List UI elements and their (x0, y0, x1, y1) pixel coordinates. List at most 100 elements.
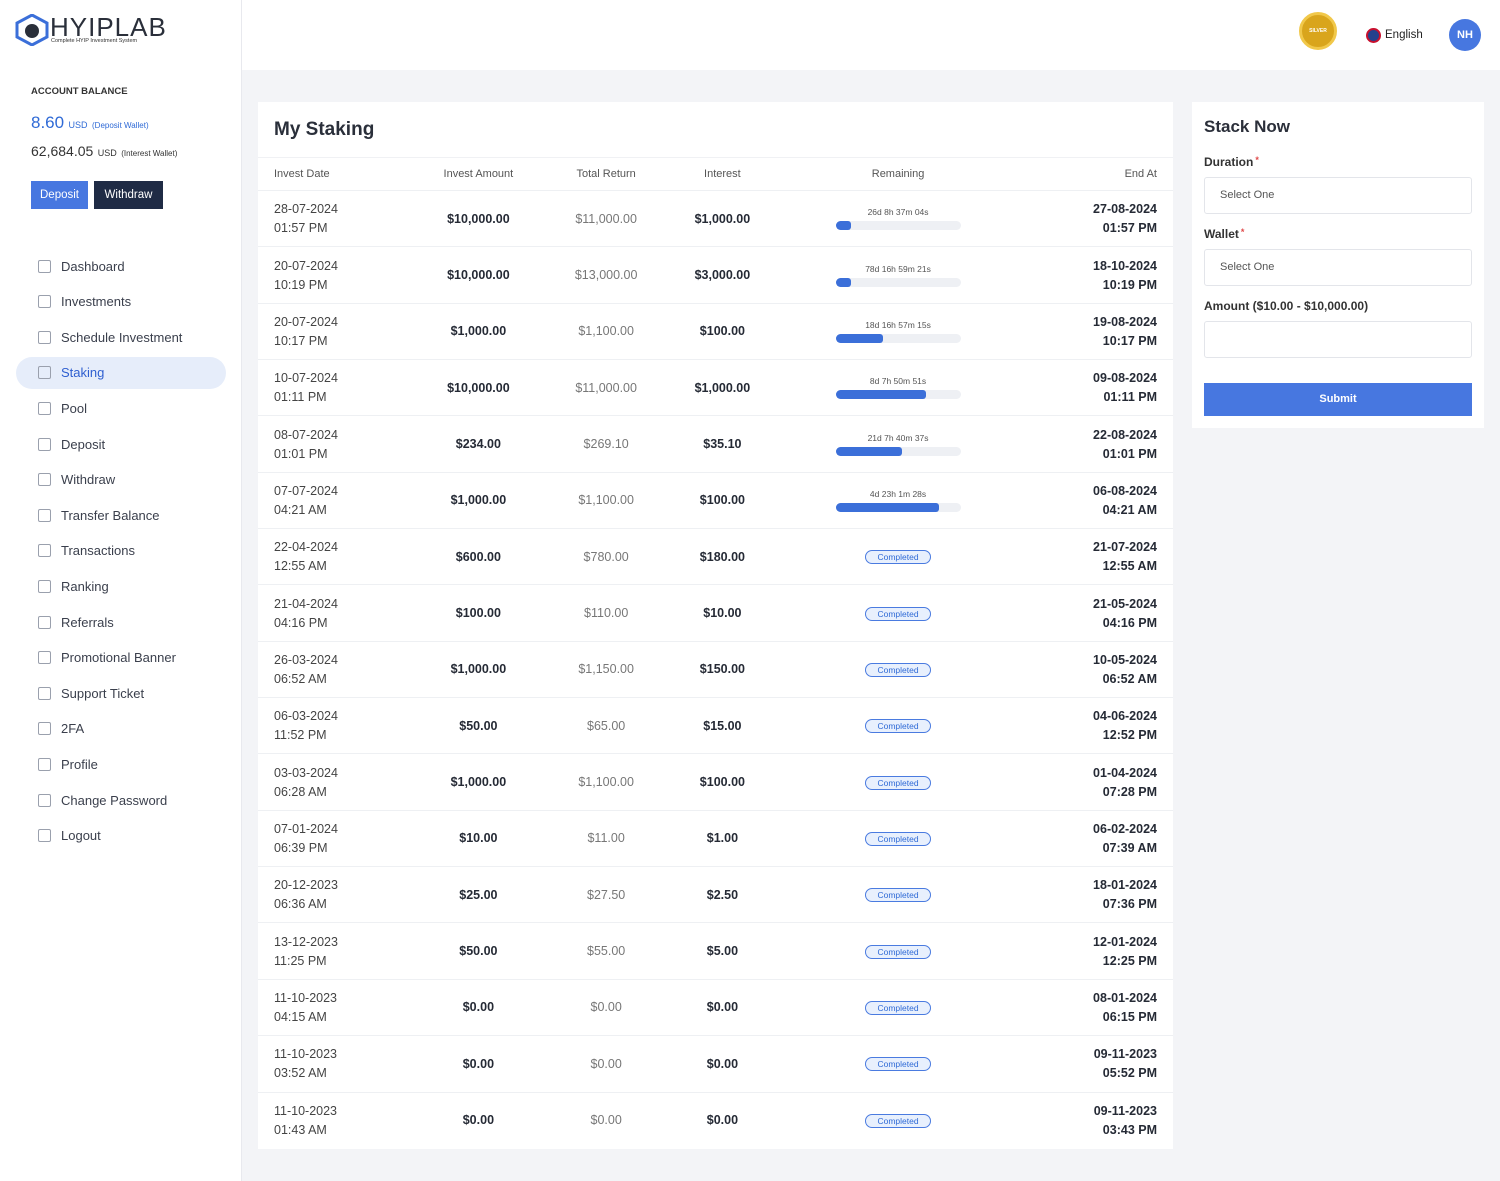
menu-item[interactable]: Profile (16, 748, 226, 780)
duration-select[interactable]: Select One (1204, 177, 1472, 214)
status-badge: Completed (865, 550, 931, 565)
menu-item[interactable]: Dashboard (16, 250, 226, 282)
table-row: 03-03-2024 06:28 AM $1,000.00 $1,100.00 $100… (258, 753, 1173, 811)
table-row: 11-10-2023 01:43 AM $0.00 $0.00 $0.00 Complet… (258, 1091, 1173, 1149)
menu-label: Support Ticket (61, 685, 145, 701)
total-return: $780.00 (544, 528, 668, 585)
end-at: 06-08-2024 04:21 AM (1018, 471, 1173, 529)
invest-date: 03-03-2024 06:28 AM (258, 753, 413, 811)
date: 07-01-2024 (274, 821, 338, 836)
invest-date: 13-12-2023 11:25 PM (258, 922, 413, 980)
time: 12:55 AM (1102, 559, 1157, 574)
date: 27-08-2024 (1093, 202, 1157, 217)
progress-track (835, 502, 961, 512)
status-badge: Completed (865, 662, 931, 677)
table-row: 20-07-2024 10:17 PM $1,000.00 $1,100.00 $100… (258, 302, 1173, 360)
avatar[interactable]: NH (1449, 19, 1481, 51)
invest-amount: $600.00 (412, 528, 545, 585)
remaining-time: 4d 23h 1m 28s (869, 488, 927, 499)
invest-amount: $50.00 (412, 697, 545, 754)
menu-item[interactable]: Transfer Balance (16, 499, 226, 531)
total-return: $11,000.00 (544, 189, 668, 247)
menu-icon (38, 366, 51, 380)
menu-item[interactable]: Schedule Investment (16, 321, 226, 353)
menu-item[interactable]: Ranking (16, 570, 226, 602)
invest-date: 26-03-2024 06:52 AM (258, 640, 413, 698)
status-badge: Completed (865, 775, 931, 790)
date: 11-10-2023 (274, 1103, 338, 1118)
withdraw-button[interactable]: Withdraw (94, 181, 163, 209)
status-badge: Completed (865, 831, 931, 846)
menu-label: Dashboard (61, 258, 125, 274)
interest: $0.00 (667, 978, 778, 1036)
remaining: Completed (777, 1035, 1019, 1092)
label: Amount ($10.00 - $10,000.00) (1204, 299, 1369, 313)
progress-bar (835, 390, 926, 400)
time: 06:28 AM (274, 784, 327, 799)
invest-date: 07-07-2024 04:21 AM (258, 471, 413, 529)
interest: $10.00 (667, 584, 778, 642)
time: 04:16 PM (1102, 615, 1157, 630)
total-return: $1,100.00 (544, 302, 668, 360)
menu-item[interactable]: Deposit (16, 428, 226, 460)
time: 04:15 AM (274, 1009, 327, 1024)
menu-item[interactable]: Change Password (16, 784, 226, 816)
table-row: 22-04-2024 12:55 AM $600.00 $780.00 $180.00 C… (258, 528, 1173, 585)
column-header: Interest (667, 157, 778, 191)
menu-item[interactable]: Promotional Banner (16, 642, 226, 674)
remaining-time: 18d 16h 57m 15s (865, 319, 931, 330)
label: Duration * (1204, 155, 1259, 169)
invest-amount: $25.00 (412, 866, 545, 923)
interest: $180.00 (667, 528, 778, 585)
table-row: 20-12-2023 06:36 AM $25.00 $27.50 $2.50 Compl… (258, 866, 1173, 923)
invest-amount: $0.00 (412, 1091, 545, 1149)
menu-item[interactable]: Investments (16, 286, 226, 318)
menu-item[interactable]: Pool (16, 392, 226, 424)
sidebar: HYIPLAB Complete HYIP Investment System … (0, 0, 242, 1181)
amount-input[interactable] (1204, 321, 1472, 358)
end-at: 09-08-2024 01:11 PM (1018, 359, 1173, 416)
balance: 62,684.05 USD (Interest Wallet) (31, 143, 177, 161)
date: 10-05-2024 (1093, 652, 1157, 667)
progress-track (835, 446, 961, 456)
table-row: 06-03-2024 11:52 PM $50.00 $65.00 $15.00 Comp… (258, 697, 1173, 754)
menu-item[interactable]: Support Ticket (16, 677, 226, 709)
remaining: 18d 16h 57m 15s (777, 302, 1019, 360)
time: 01:11 PM (1103, 390, 1157, 405)
interest: $1.00 (667, 809, 778, 867)
date: 07-07-2024 (274, 483, 338, 498)
menu-item[interactable]: Withdraw (16, 464, 226, 496)
status-badge: Completed (865, 606, 931, 621)
invest-amount: $100.00 (412, 584, 545, 642)
deposit-button[interactable]: Deposit (31, 181, 88, 209)
invest-date: 20-12-2023 06:36 AM (258, 866, 413, 923)
menu-label: Promotional Banner (61, 650, 176, 666)
total-return: $65.00 (544, 697, 668, 754)
language-select[interactable]: English (1385, 29, 1423, 41)
invest-date: 28-07-2024 01:57 PM (258, 189, 413, 247)
date: 22-04-2024 (274, 540, 338, 555)
menu-item[interactable]: Transactions (16, 535, 226, 567)
date: 28-07-2024 (274, 202, 338, 217)
submit-button[interactable]: Submit (1204, 383, 1472, 416)
wallet: (Deposit Wallet) (92, 121, 149, 130)
time: 11:52 PM (274, 728, 327, 743)
date: 06-02-2024 (1093, 821, 1157, 836)
status-badge: Completed (865, 1000, 931, 1015)
time: 07:28 PM (1102, 784, 1157, 799)
menu-item[interactable]: Staking (16, 356, 226, 389)
menu-item[interactable]: Referrals (16, 606, 226, 638)
table-row: 20-07-2024 10:19 PM $10,000.00 $13,000.00 $3… (258, 246, 1173, 304)
invest-amount: $50.00 (412, 922, 545, 980)
menu-item[interactable]: Logout (16, 820, 226, 852)
progress-bar (835, 502, 940, 512)
table-row: 28-07-2024 01:57 PM $10,000.00 $11,000.00 $1… (258, 189, 1173, 247)
total-return: $11,000.00 (544, 359, 668, 416)
wallet-select[interactable]: Select One (1204, 249, 1472, 286)
status-badge: Completed (865, 888, 931, 903)
menu-item[interactable]: 2FA (16, 713, 226, 745)
date: 22-08-2024 (1093, 427, 1157, 442)
remaining: Completed (777, 584, 1019, 642)
date: 08-07-2024 (274, 427, 338, 442)
